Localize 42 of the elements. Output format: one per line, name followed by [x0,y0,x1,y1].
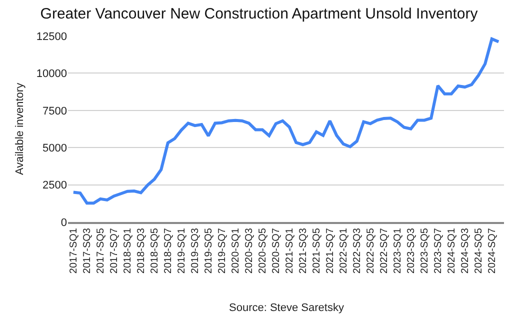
chart-title: Greater Vancouver New Construction Apartment Unsold Inventory [40,6,478,22]
y-tick-label: 10000 [36,68,67,80]
y-tick-label: 5000 [42,142,67,154]
x-tick-label: 2017-SQ1 [68,228,80,274]
x-tick-label: 2020-SQ7 [271,228,282,274]
x-tick-label: 2021-SQ5 [312,228,323,274]
line-series [72,37,500,205]
x-tick-label: 2019-SQ3 [190,228,202,274]
x-tick-label: 2017-SQ5 [96,228,107,274]
x-tick-label: 2017-SQ7 [109,228,120,274]
x-tick-label: 2019-SQ5 [204,228,215,274]
x-tick-label: 2022-SQ1 [338,228,350,274]
x-tick-label: 2018-SQ1 [122,228,134,274]
y-tick-label: 7500 [42,105,67,118]
x-tick-label: 2024-SQ1 [446,228,458,274]
x-tick-label: 2018-SQ5 [150,228,161,274]
y-tick-label: 12500 [36,30,67,43]
x-tick-label: 2022-SQ7 [379,228,390,274]
source-note: Source: Steve Saretsky [229,302,344,314]
x-tick-label: 2023-SQ7 [433,228,444,274]
x-tick-label: 2023-SQ5 [420,228,431,274]
x-tick-label: 2018-SQ3 [136,228,148,274]
x-tick-label: 2021-SQ1 [284,228,296,274]
y-axis-title: Available inventory [14,82,26,176]
x-tick-label: 2024-SQ7 [487,228,498,274]
x-tick-label: 2021-SQ7 [325,228,336,274]
x-tick-label: 2021-SQ3 [298,228,310,274]
x-tick-label: 2019-SQ1 [176,228,188,274]
x-tick-label: 2020-SQ1 [230,228,242,274]
x-tick-label: 2018-SQ7 [163,228,174,274]
x-tick-label: 2023-SQ3 [406,228,418,274]
y-tick-label: 2500 [42,180,67,192]
x-tick-label: 2022-SQ5 [366,228,377,274]
x-tick-label: 2020-SQ3 [244,228,256,274]
x-tick-label: 2024-SQ3 [460,228,472,274]
x-tick-label: 2020-SQ5 [258,228,269,274]
x-tick-label: 2017-SQ3 [82,228,94,274]
x-tick-label: 2024-SQ5 [474,228,485,274]
x-tick-label: 2019-SQ7 [217,228,228,274]
y-tick-label: 0 [60,216,67,229]
x-tick-label: 2022-SQ3 [352,228,364,274]
x-tick-label: 2023-SQ1 [392,228,404,274]
